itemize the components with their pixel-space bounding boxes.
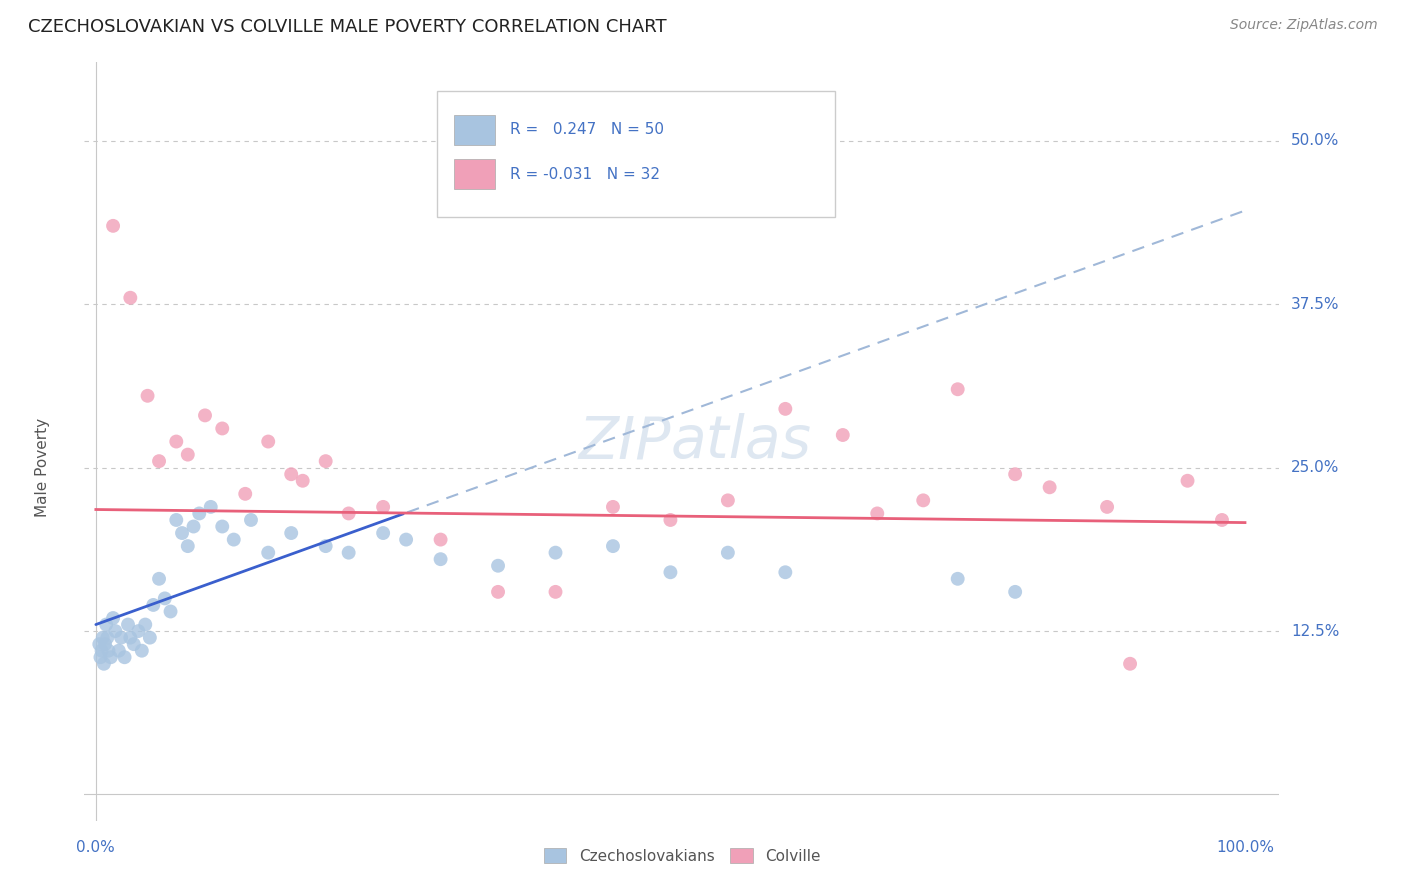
Point bbox=[89, 650, 111, 665]
Text: 12.5%: 12.5% bbox=[1291, 624, 1340, 639]
Point bbox=[240, 513, 263, 527]
Legend: Czechoslovakians, Colville: Czechoslovakians, Colville bbox=[537, 842, 827, 870]
FancyBboxPatch shape bbox=[437, 91, 835, 217]
Point bbox=[717, 546, 740, 560]
Point bbox=[429, 552, 451, 566]
Point bbox=[337, 507, 360, 521]
Point bbox=[257, 546, 280, 560]
Point bbox=[90, 643, 112, 657]
Point bbox=[395, 533, 418, 547]
Point bbox=[110, 631, 132, 645]
Point bbox=[183, 519, 205, 533]
Point bbox=[486, 558, 509, 573]
Point bbox=[114, 650, 136, 665]
Point bbox=[120, 631, 142, 645]
Point bbox=[91, 631, 114, 645]
Point bbox=[717, 493, 740, 508]
Point bbox=[165, 513, 187, 527]
Point bbox=[120, 291, 142, 305]
Point bbox=[257, 434, 280, 449]
Point bbox=[1211, 513, 1233, 527]
Point bbox=[97, 643, 120, 657]
Point bbox=[96, 617, 118, 632]
Point bbox=[211, 519, 233, 533]
Point bbox=[117, 617, 139, 632]
FancyBboxPatch shape bbox=[454, 115, 495, 145]
Point bbox=[194, 409, 217, 423]
Point bbox=[775, 566, 797, 580]
Point bbox=[659, 513, 682, 527]
Point bbox=[233, 487, 256, 501]
Point bbox=[94, 637, 117, 651]
Point bbox=[1177, 474, 1199, 488]
Point bbox=[1119, 657, 1142, 671]
Point bbox=[122, 637, 145, 651]
Text: Source: ZipAtlas.com: Source: ZipAtlas.com bbox=[1230, 18, 1378, 32]
Point bbox=[101, 219, 124, 233]
Text: Male Poverty: Male Poverty bbox=[35, 418, 49, 517]
Point bbox=[946, 382, 969, 396]
Text: 0.0%: 0.0% bbox=[76, 840, 115, 855]
Text: CZECHOSLOVAKIAN VS COLVILLE MALE POVERTY CORRELATION CHART: CZECHOSLOVAKIAN VS COLVILLE MALE POVERTY… bbox=[28, 18, 666, 36]
Point bbox=[153, 591, 176, 606]
Point bbox=[315, 539, 337, 553]
Text: R =   0.247   N = 50: R = 0.247 N = 50 bbox=[509, 122, 664, 137]
Point bbox=[602, 500, 624, 514]
Point bbox=[912, 493, 935, 508]
Point bbox=[188, 507, 211, 521]
Point bbox=[89, 637, 111, 651]
Point bbox=[200, 500, 222, 514]
Point bbox=[775, 401, 797, 416]
Point bbox=[142, 598, 165, 612]
Point bbox=[486, 585, 509, 599]
Point bbox=[101, 611, 124, 625]
Point bbox=[291, 474, 314, 488]
Point bbox=[222, 533, 245, 547]
Text: 37.5%: 37.5% bbox=[1291, 297, 1340, 312]
Point bbox=[831, 428, 853, 442]
Point bbox=[1039, 480, 1062, 494]
Text: 100.0%: 100.0% bbox=[1216, 840, 1274, 855]
Point bbox=[544, 585, 567, 599]
Point bbox=[429, 533, 451, 547]
Point bbox=[131, 643, 153, 657]
Point bbox=[134, 617, 156, 632]
Point bbox=[148, 572, 170, 586]
Point bbox=[165, 434, 187, 449]
Point bbox=[96, 631, 118, 645]
Point bbox=[659, 566, 682, 580]
Point bbox=[946, 572, 969, 586]
Point bbox=[866, 507, 889, 521]
Text: R = -0.031   N = 32: R = -0.031 N = 32 bbox=[509, 167, 659, 182]
Point bbox=[1004, 467, 1026, 482]
Point bbox=[139, 631, 162, 645]
Point bbox=[1095, 500, 1118, 514]
Point bbox=[93, 657, 115, 671]
Text: ZIP: ZIP bbox=[578, 413, 671, 470]
Point bbox=[211, 421, 233, 435]
Text: 25.0%: 25.0% bbox=[1291, 460, 1340, 475]
Point bbox=[170, 526, 193, 541]
Text: atlas: atlas bbox=[671, 413, 811, 470]
Point bbox=[177, 448, 200, 462]
Point bbox=[280, 467, 302, 482]
Text: 50.0%: 50.0% bbox=[1291, 134, 1340, 148]
Point bbox=[148, 454, 170, 468]
Point bbox=[159, 605, 181, 619]
Point bbox=[280, 526, 302, 541]
Point bbox=[100, 650, 122, 665]
Point bbox=[127, 624, 149, 639]
Point bbox=[104, 624, 127, 639]
Point bbox=[337, 546, 360, 560]
Point bbox=[108, 643, 131, 657]
Point bbox=[373, 526, 395, 541]
Point bbox=[602, 539, 624, 553]
Point bbox=[177, 539, 200, 553]
Point bbox=[1004, 585, 1026, 599]
Point bbox=[315, 454, 337, 468]
Point bbox=[373, 500, 395, 514]
Point bbox=[544, 546, 567, 560]
Point bbox=[136, 389, 159, 403]
FancyBboxPatch shape bbox=[454, 159, 495, 189]
